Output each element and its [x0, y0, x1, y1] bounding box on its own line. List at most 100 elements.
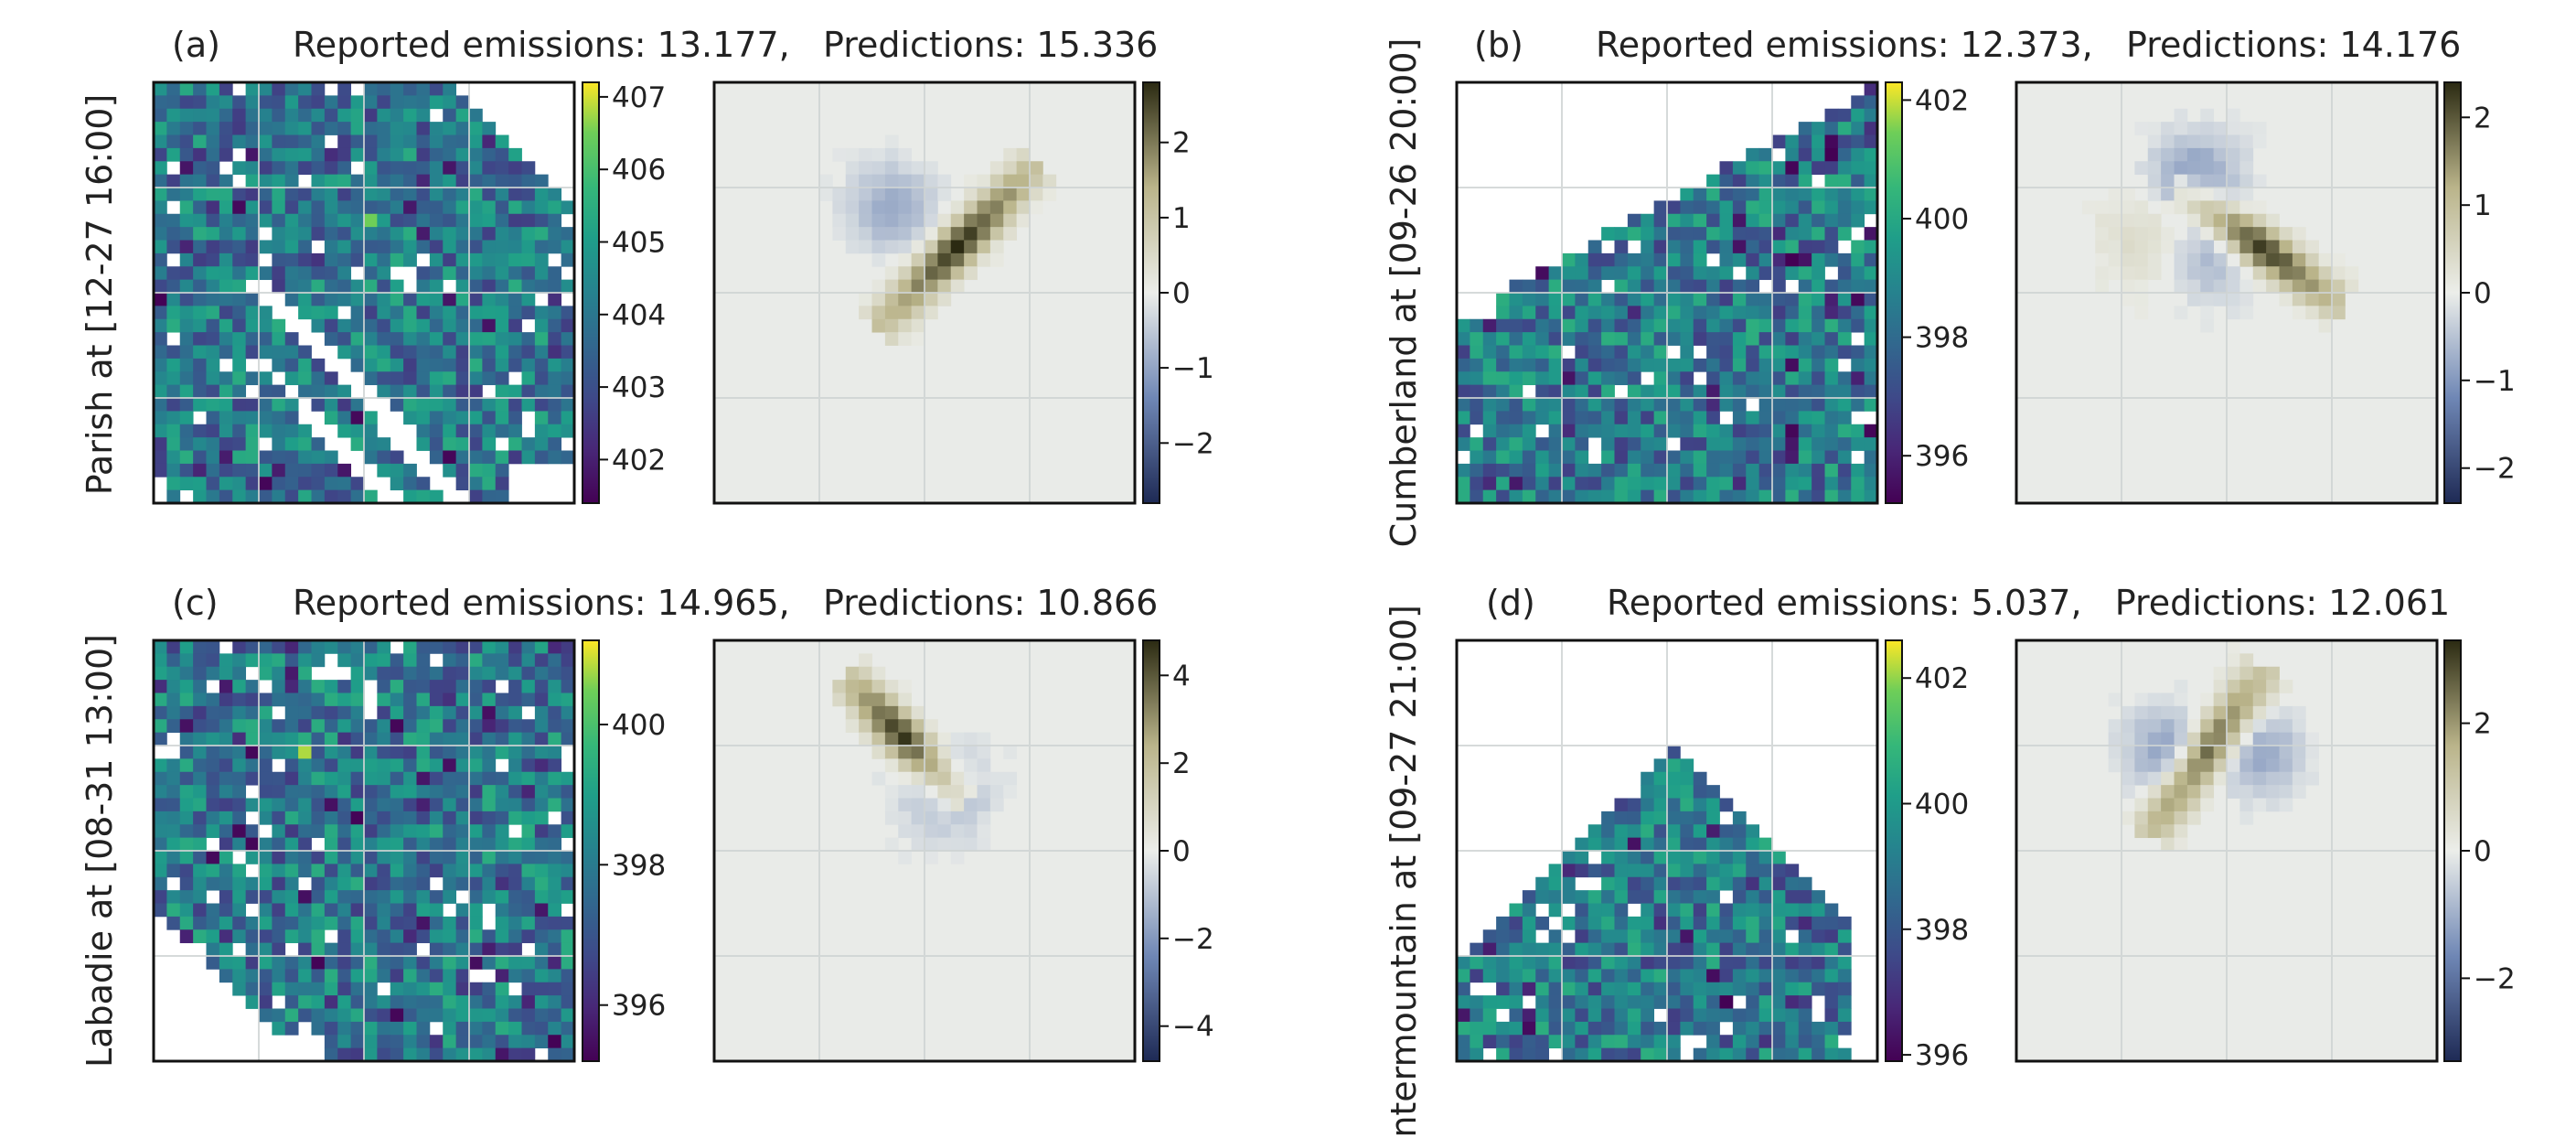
observation-cell — [1864, 358, 1878, 372]
observation-cell — [1693, 1021, 1707, 1036]
observation-cell — [521, 929, 536, 944]
observation-cell — [166, 358, 181, 372]
prediction-cell — [911, 240, 925, 254]
observation-cell — [284, 929, 299, 944]
prediction-cell — [2305, 252, 2320, 267]
colorbar-tick-label: 0 — [2474, 277, 2492, 310]
prediction-cell — [884, 680, 899, 693]
observation-cell — [1667, 982, 1681, 996]
prediction-cell — [2213, 147, 2228, 162]
observation-cell — [455, 134, 470, 149]
observation-cell — [1719, 1047, 1734, 1062]
observation-cell — [1470, 477, 1484, 491]
panel-a-letter: (a) — [172, 25, 220, 65]
prediction-cell — [2318, 318, 2333, 333]
observation-cell — [206, 122, 220, 135]
observation-cell — [443, 450, 457, 465]
observation-cell — [1812, 411, 1825, 425]
prediction-cell — [2239, 252, 2254, 267]
observation-cell — [324, 252, 338, 267]
observation-cell — [245, 890, 260, 904]
observation-cell — [1496, 929, 1510, 944]
observation-cell — [443, 147, 457, 162]
observation-cell — [259, 384, 273, 399]
observation-cell — [403, 811, 417, 825]
prediction-cell — [977, 188, 991, 201]
observation-cell — [548, 969, 562, 983]
observation-cell — [1746, 318, 1760, 333]
observation-cell — [1812, 279, 1825, 294]
observation-cell — [1562, 306, 1576, 320]
observation-cell — [1470, 318, 1484, 333]
observation-cell — [232, 746, 247, 759]
observation-cell — [1812, 227, 1825, 241]
observation-cell — [337, 398, 352, 412]
observation-cell — [443, 108, 457, 123]
observation-cell — [154, 279, 167, 294]
observation-cell — [508, 811, 522, 825]
observation-cell — [1535, 318, 1550, 333]
observation-cell — [1482, 424, 1497, 438]
observation-cell — [245, 306, 260, 320]
prediction-cell — [1016, 147, 1031, 162]
prediction-cell — [898, 680, 913, 693]
observation-cell — [429, 732, 444, 746]
observation-cell — [337, 1047, 352, 1062]
observation-cell — [508, 995, 522, 1009]
observation-cell — [166, 240, 181, 254]
observation-cell — [337, 279, 352, 294]
observation-cell — [1798, 293, 1812, 306]
observation-cell — [482, 785, 497, 799]
observation-cell — [193, 463, 207, 478]
observation-cell — [1680, 969, 1694, 983]
observation-cell — [377, 252, 391, 267]
observation-cell — [298, 837, 312, 852]
observation-cell — [284, 122, 299, 135]
prediction-cell — [2186, 293, 2201, 306]
observation-cell — [1680, 1008, 1694, 1023]
observation-cell — [1667, 227, 1681, 241]
observation-cell — [403, 864, 417, 878]
observation-cell — [1522, 437, 1536, 451]
observation-cell — [298, 640, 312, 654]
observation-cell — [206, 411, 220, 425]
observation-cell — [534, 266, 549, 281]
observation-cell — [377, 188, 391, 201]
observation-cell — [298, 161, 312, 176]
observation-cell — [1548, 982, 1563, 996]
observation-cell — [350, 318, 365, 333]
observation-cell — [521, 640, 536, 654]
prediction-cell — [2213, 719, 2228, 734]
observation-cell — [390, 398, 404, 412]
observation-cell — [350, 942, 365, 957]
prediction-cell — [2252, 719, 2267, 734]
prediction-cell — [937, 293, 952, 306]
observation-cell — [534, 705, 549, 720]
observation-cell — [1758, 969, 1773, 983]
observation-cell — [284, 824, 299, 839]
observation-cell — [206, 332, 220, 346]
observation-cell — [1719, 384, 1734, 399]
observation-cell — [1798, 332, 1812, 346]
observation-cell — [377, 969, 391, 983]
observation-cell — [1693, 437, 1707, 451]
observation-cell — [521, 982, 536, 996]
prediction-cell — [2200, 771, 2215, 786]
observation-cell — [193, 332, 207, 346]
observation-cell — [561, 1035, 575, 1049]
observation-cell — [1653, 876, 1668, 891]
observation-cell — [429, 771, 444, 786]
observation-cell — [245, 732, 260, 746]
observation-cell — [429, 450, 444, 465]
observation-cell — [403, 929, 417, 944]
observation-cell — [1785, 982, 1800, 996]
observation-cell — [455, 929, 470, 944]
observation-cell — [1785, 371, 1800, 386]
colorbar-tick-label: −1 — [1172, 352, 1214, 385]
observation-cell — [1851, 200, 1865, 215]
observation-cell — [337, 411, 352, 425]
observation-cell — [1864, 227, 1878, 241]
observation-cell — [350, 929, 365, 944]
observation-cell — [1680, 450, 1694, 465]
observation-cell — [403, 332, 417, 346]
